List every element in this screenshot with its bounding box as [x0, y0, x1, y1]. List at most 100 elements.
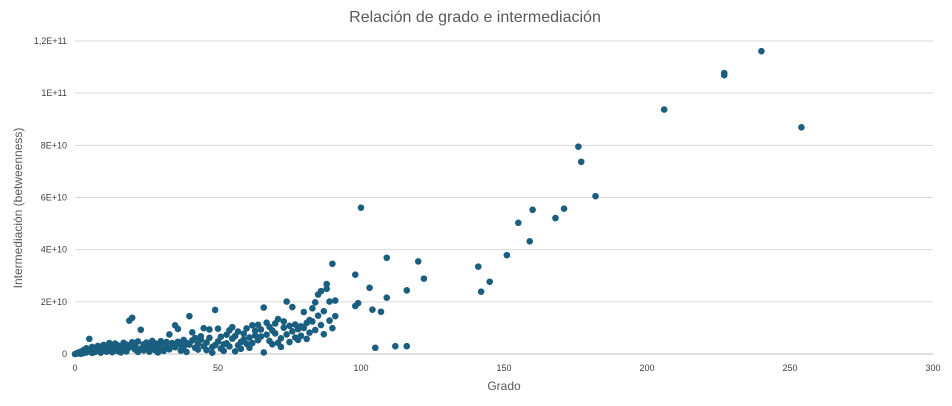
data-point: [280, 318, 288, 325]
x-tick-label: 200: [639, 363, 654, 373]
data-point: [529, 206, 536, 214]
data-point: [183, 348, 190, 356]
data-point: [758, 47, 765, 55]
data-point: [191, 334, 199, 342]
data-points: [71, 47, 805, 358]
y-axis-label: Intermediación (betweenness): [11, 128, 25, 289]
data-point: [206, 334, 213, 342]
data-point: [515, 219, 522, 227]
data-point: [486, 278, 494, 286]
data-point: [249, 339, 256, 347]
data-point: [243, 325, 250, 332]
data-point: [286, 338, 293, 346]
data-point: [329, 324, 336, 332]
data-point: [277, 335, 285, 342]
data-point: [126, 344, 133, 351]
data-point: [128, 314, 136, 322]
data-point: [283, 298, 290, 305]
x-tick-label: 0: [72, 363, 77, 373]
data-point: [269, 341, 276, 348]
data-point: [331, 312, 339, 320]
data-point: [186, 312, 193, 320]
data-point: [134, 338, 142, 345]
data-point: [309, 305, 316, 312]
data-point: [300, 324, 308, 332]
data-point: [660, 106, 668, 113]
data-point: [260, 349, 268, 356]
y-tick-label: 2E+10: [41, 297, 67, 307]
data-point: [194, 346, 202, 353]
data-point: [474, 263, 482, 270]
data-point: [229, 323, 236, 331]
data-point: [257, 326, 265, 333]
data-point: [297, 332, 305, 340]
data-point: [317, 321, 325, 329]
data-point: [174, 325, 182, 333]
data-point: [260, 304, 268, 311]
data-point: [354, 299, 362, 307]
data-point: [798, 124, 805, 131]
data-point: [86, 335, 93, 343]
data-point: [206, 326, 213, 333]
data-point: [137, 326, 145, 334]
data-point: [331, 297, 339, 304]
data-point: [377, 308, 385, 316]
data-point: [214, 325, 222, 333]
data-point: [323, 280, 330, 288]
data-point: [237, 345, 245, 353]
data-point: [249, 322, 256, 329]
data-point: [526, 238, 534, 245]
data-point: [311, 326, 319, 334]
data-point: [280, 324, 288, 331]
data-point: [166, 331, 173, 338]
y-tick-label: 6E+10: [41, 193, 67, 203]
data-point: [369, 306, 376, 313]
data-point: [309, 318, 316, 325]
data-point: [300, 308, 308, 316]
data-point: [234, 328, 242, 335]
y-tick-label: 4E+10: [41, 245, 67, 255]
data-point: [320, 307, 328, 315]
data-point: [208, 349, 216, 357]
data-point: [383, 294, 391, 301]
data-point: [420, 275, 428, 282]
x-tick-label: 50: [213, 363, 223, 373]
y-tick-label: 1E+11: [41, 88, 67, 98]
data-point: [188, 329, 196, 336]
data-point: [592, 192, 599, 200]
chart-title: Relación de grado e intermediación: [349, 9, 601, 26]
data-point: [575, 143, 582, 150]
data-point: [383, 254, 391, 262]
data-point: [306, 329, 313, 336]
y-tick-label: 8E+10: [41, 140, 67, 150]
data-point: [314, 312, 322, 319]
x-tick-label: 150: [496, 363, 511, 373]
data-point: [289, 328, 296, 335]
data-point: [560, 205, 568, 213]
data-point: [392, 342, 399, 350]
data-point: [414, 258, 422, 265]
data-point: [246, 334, 253, 341]
data-point: [217, 333, 225, 341]
x-tick-label: 300: [925, 363, 940, 373]
data-point: [251, 327, 259, 335]
data-point: [303, 335, 310, 343]
data-point: [197, 332, 205, 340]
data-point: [317, 287, 325, 295]
data-point: [271, 330, 279, 337]
data-point: [283, 331, 290, 338]
data-point: [171, 343, 179, 351]
data-point: [720, 69, 728, 77]
x-axis-label: Grado: [487, 379, 521, 393]
data-point: [372, 344, 379, 352]
data-point: [329, 260, 336, 268]
y-tick-label: 0: [62, 349, 67, 359]
data-point: [231, 348, 239, 355]
data-point: [326, 317, 333, 324]
data-point: [351, 271, 359, 279]
data-point: [286, 322, 293, 330]
data-point: [577, 158, 585, 166]
data-point: [226, 343, 233, 350]
data-point: [200, 324, 207, 332]
